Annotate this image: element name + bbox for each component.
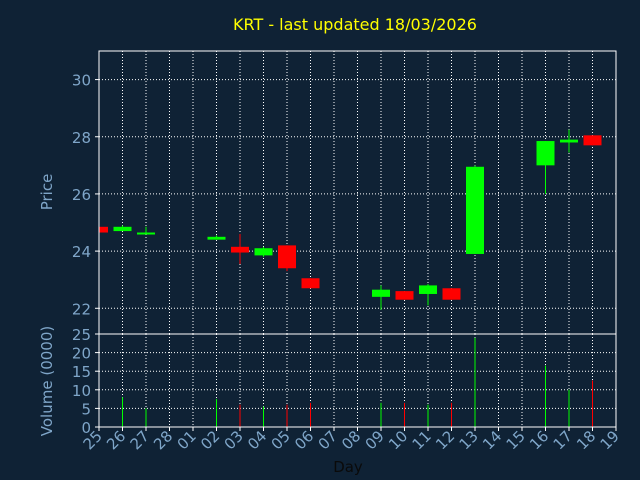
candle-body xyxy=(301,278,320,289)
volume-tick-label: 5 xyxy=(81,400,91,418)
candle-body xyxy=(372,289,390,297)
volume-tick-label: 10 xyxy=(72,382,91,400)
price-tick-label: 30 xyxy=(72,72,91,90)
volume-tick-label: 25 xyxy=(72,326,91,344)
candle-body xyxy=(536,141,555,166)
price-axis-label: Price xyxy=(38,174,56,211)
candle-body xyxy=(419,285,437,294)
price-tick-label: 28 xyxy=(72,129,91,147)
volume-tick-label: 15 xyxy=(72,363,91,381)
candle-body xyxy=(231,246,249,253)
price-tick-label: 26 xyxy=(72,186,91,204)
candle-body xyxy=(560,139,578,143)
candle-body xyxy=(466,166,484,254)
volume-tick-label: 0 xyxy=(81,419,91,437)
candle-body xyxy=(442,288,461,300)
candle-body xyxy=(113,226,132,232)
candle-body xyxy=(99,226,108,233)
volume-tick-label: 20 xyxy=(72,345,91,363)
candle-body xyxy=(583,135,602,146)
price-tick-label: 24 xyxy=(72,243,91,261)
candle-body xyxy=(395,291,414,300)
chart-title: KRT - last updated 18/03/2026 xyxy=(233,15,477,34)
candle-body xyxy=(137,232,155,235)
candle-body xyxy=(207,236,226,240)
volume-axis-label: Volume (0000) xyxy=(38,326,56,436)
price-panel: 22 24 26 28 30 xyxy=(72,50,617,335)
candle-body xyxy=(254,248,273,256)
candle-body xyxy=(278,245,296,269)
x-axis-label: Day xyxy=(333,458,363,476)
price-tick-label: 22 xyxy=(72,300,91,318)
